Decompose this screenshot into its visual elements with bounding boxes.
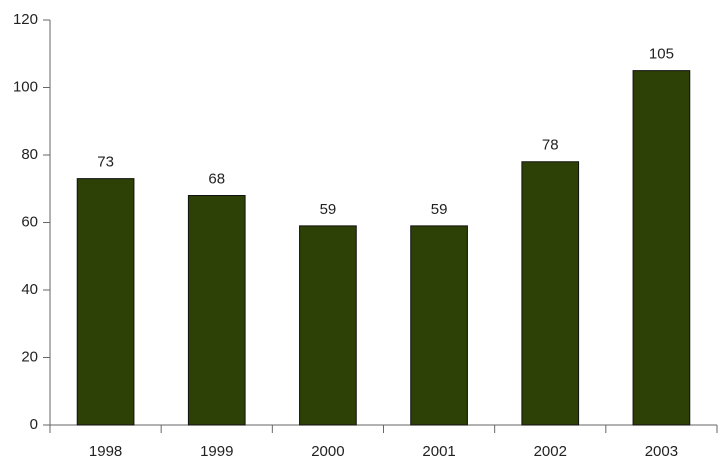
x-tick-label: 2000 [311,443,344,460]
y-tick-label: 0 [30,416,38,433]
value-label: 68 [208,170,225,187]
x-tick-label: 2002 [534,443,567,460]
value-label: 105 [649,46,674,63]
x-tick-label: 1998 [89,443,122,460]
x-tick-label: 1999 [200,443,233,460]
y-tick-label: 120 [13,11,38,28]
bar [76,178,135,426]
y-tick-label: 100 [13,78,38,95]
y-tick-label: 40 [21,281,38,298]
bar [299,225,357,426]
bar [410,225,468,426]
bar [521,161,580,426]
value-label: 59 [431,201,448,218]
value-label: 73 [97,154,114,171]
bar [632,70,691,426]
value-label: 78 [542,137,559,154]
y-tick-label: 60 [21,213,38,230]
x-tick-label: 2003 [645,443,678,460]
x-tick-label: 2001 [422,443,455,460]
y-tick-label: 80 [21,146,38,163]
y-tick-label: 20 [21,348,38,365]
bar [187,195,246,426]
value-label: 59 [320,201,337,218]
